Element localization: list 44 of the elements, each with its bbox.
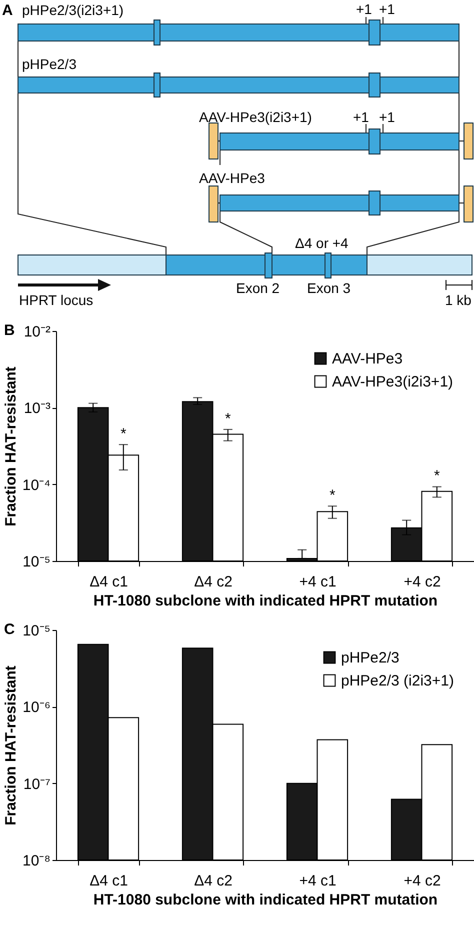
text: 1 kb: [445, 292, 472, 308]
text: +1: [379, 109, 396, 125]
legend-label: pHPe2/3: [341, 650, 400, 666]
text: HPRT locus: [19, 292, 94, 308]
legend-label: AAV-HPe3: [332, 350, 403, 368]
text: pHPe2/3(i2i3+1): [22, 2, 124, 18]
y-tick-label: 10⁻²: [24, 324, 50, 340]
x-tick-label: +4 c1: [299, 574, 336, 590]
chart-title: B: [4, 322, 15, 339]
y-tick-label: 10⁻⁸: [22, 852, 50, 870]
x-tick-label: +4 c2: [404, 574, 441, 590]
y-tick-label: 10⁻⁵: [22, 622, 50, 640]
x-tick-label: Δ4 c1: [90, 872, 128, 890]
legend-label: AAV-HPe3(i2i3+1): [332, 374, 454, 390]
x-tick-label: +4 c1: [299, 872, 336, 890]
x-tick-label: Δ4 c1: [90, 574, 128, 590]
chart-title: C: [4, 621, 15, 638]
text: +1: [353, 109, 370, 125]
y-tick-label: 10⁻⁶: [22, 699, 50, 716]
text: AAV-HPe3(i2i3+1): [199, 109, 312, 125]
text: +1: [379, 1, 396, 17]
x-axis-title: HT-1080 subclone with indicated HPRT mutation: [93, 892, 438, 908]
x-axis-title: HT-1080 subclone with indicated HPRT mutation: [93, 592, 438, 610]
y-axis-title: Fraction HAT-resistant: [2, 366, 20, 526]
annotation: *: [120, 426, 126, 443]
text: pHPe2/3: [22, 56, 77, 72]
text: AAV-HPe3: [199, 170, 266, 186]
annotation: *: [224, 410, 231, 428]
text: Exon 3: [307, 280, 351, 296]
y-tick-label: 10⁻⁵: [22, 554, 50, 570]
text: A: [2, 2, 13, 19]
annotation: *: [329, 487, 336, 504]
y-axis-title: Fraction HAT-resistant: [2, 666, 20, 826]
annotation: *: [434, 468, 440, 485]
text: Exon 2: [236, 280, 280, 296]
x-tick-label: Δ4 c2: [194, 872, 232, 890]
y-tick-label: 10⁻⁴: [22, 476, 50, 494]
text: +1: [356, 1, 372, 17]
x-tick-label: Δ4 c2: [194, 574, 232, 590]
x-tick-label: +4 c2: [404, 872, 441, 890]
y-tick-label: 10⁻⁷: [23, 776, 50, 793]
legend-label: pHPe2/3 (i2i3+1): [341, 672, 454, 690]
y-tick-label: 10⁻³: [24, 400, 50, 418]
text: Δ4 or +4: [295, 235, 349, 251]
